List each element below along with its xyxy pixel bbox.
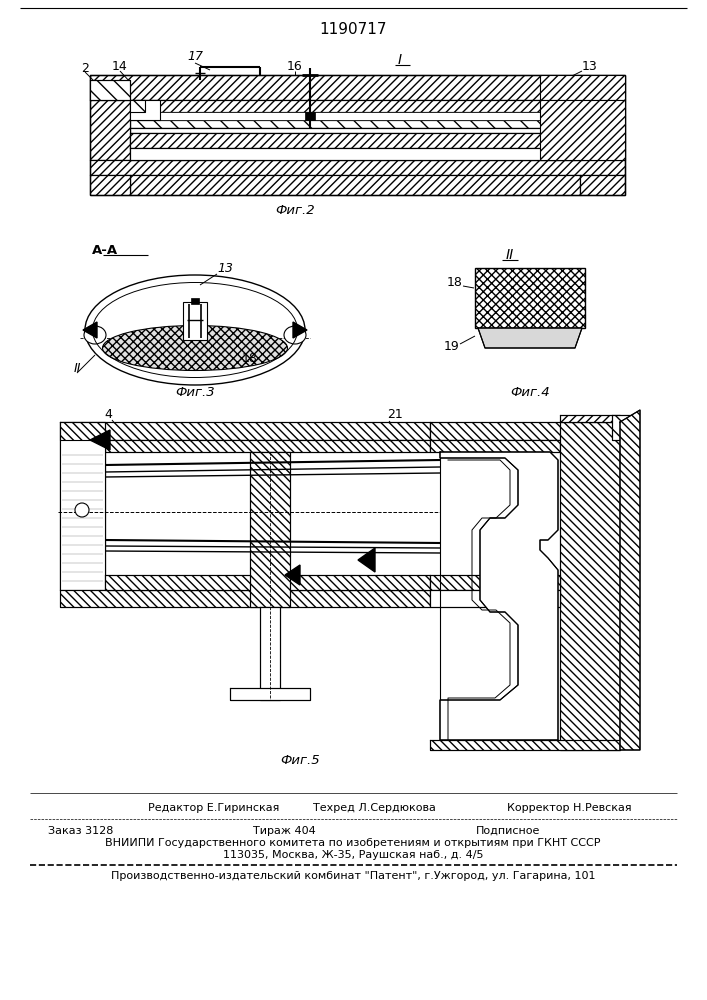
Polygon shape [90,175,130,195]
Text: 14: 14 [112,60,128,73]
Polygon shape [130,175,580,195]
Text: I: I [398,53,402,67]
Polygon shape [130,133,580,148]
Polygon shape [90,75,625,100]
Polygon shape [130,148,580,160]
Text: 113035, Москва, Ж-35, Раушская наб., д. 4/5: 113035, Москва, Ж-35, Раушская наб., д. … [223,850,484,860]
Polygon shape [250,452,290,607]
Polygon shape [90,100,130,160]
Text: Фиг.3: Фиг.3 [175,385,215,398]
Polygon shape [580,100,625,160]
Text: Фиг.4: Фиг.4 [510,385,550,398]
Bar [130,112,580,120]
Text: 18: 18 [447,276,463,290]
Polygon shape [60,590,430,607]
Text: II: II [74,361,81,374]
Text: Фиг.2: Фиг.2 [275,204,315,217]
Text: 1190717: 1190717 [320,22,387,37]
Text: Заказ 3128: Заказ 3128 [48,826,113,836]
Text: Фиг.5: Фиг.5 [280,754,320,766]
Polygon shape [105,575,430,590]
Text: ВНИИПИ Государственного комитета по изобретениям и открытиям при ГКНТ СССР: ВНИИПИ Государственного комитета по изоб… [105,838,601,848]
Polygon shape [440,452,558,740]
Ellipse shape [84,326,106,344]
Polygon shape [60,422,430,440]
Polygon shape [358,548,375,572]
Polygon shape [430,590,560,607]
Polygon shape [105,440,430,452]
Text: II: II [506,248,514,262]
Polygon shape [430,575,560,590]
Bar [475,268,585,328]
Circle shape [75,503,89,517]
Text: 13: 13 [582,60,598,73]
Text: Тираж 404: Тираж 404 [253,826,316,836]
Ellipse shape [284,326,306,344]
Bar [183,302,207,340]
Polygon shape [90,430,110,450]
Text: 2: 2 [81,62,89,75]
Polygon shape [90,80,130,100]
Bar [305,112,315,120]
Text: А-А: А-А [92,243,118,256]
Polygon shape [60,422,105,590]
Text: Производственно-издательский комбинат "Патент", г.Ужгород, ул. Гагарина, 101: Производственно-издательский комбинат "П… [111,871,595,881]
Bar [60,440,105,590]
Text: 21: 21 [387,408,403,422]
Polygon shape [580,175,625,195]
Polygon shape [560,415,620,422]
Text: 19: 19 [444,340,460,353]
Polygon shape [430,440,560,452]
Polygon shape [260,607,280,700]
Text: 4: 4 [104,408,112,422]
Polygon shape [560,422,620,750]
Polygon shape [430,422,620,440]
Bar [191,298,199,304]
Text: Корректор Н.Ревская: Корректор Н.Ревская [507,803,631,813]
Text: 17: 17 [187,50,203,64]
Polygon shape [293,322,307,338]
Text: Редактор Е.Гиринская: Редактор Е.Гиринская [148,803,279,813]
Polygon shape [620,410,640,750]
Polygon shape [478,328,582,348]
Polygon shape [83,322,97,338]
Ellipse shape [103,326,288,370]
Text: 16: 16 [287,60,303,73]
Bar [540,75,625,100]
Ellipse shape [85,275,305,385]
Text: 18: 18 [242,352,258,364]
Text: Техред Л.Сердюкова: Техред Л.Сердюкова [313,803,436,813]
Polygon shape [285,565,300,585]
Polygon shape [430,740,620,750]
Polygon shape [130,100,580,112]
Polygon shape [130,120,580,128]
Polygon shape [130,128,580,133]
Bar [130,100,160,120]
Bar [540,100,625,160]
Polygon shape [90,160,625,175]
Polygon shape [612,415,635,440]
Polygon shape [230,688,310,700]
Bar [130,100,145,112]
Text: 13: 13 [217,261,233,274]
Text: Подписное: Подписное [476,826,540,836]
